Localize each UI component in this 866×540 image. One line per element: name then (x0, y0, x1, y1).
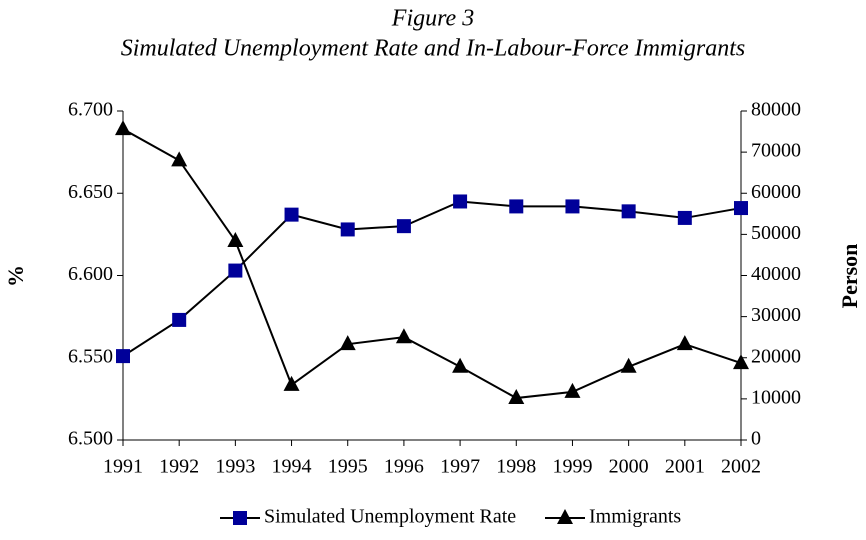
point (228, 263, 243, 278)
y2-axis-label: Person (837, 244, 862, 309)
point (508, 389, 525, 405)
x-tick-label: 1997 (440, 456, 480, 478)
x-tick-label: 2000 (609, 456, 649, 478)
x-tick-label: 1999 (552, 456, 592, 478)
y2-tick-label: 60000 (751, 181, 801, 203)
point (283, 375, 300, 391)
y2-tick-label: 50000 (751, 222, 801, 244)
y-tick-label: 6.550 (68, 345, 113, 367)
legend-marker (557, 509, 573, 524)
y2-tick-label: 20000 (751, 345, 801, 367)
point (116, 349, 130, 364)
point (509, 199, 524, 214)
x-tick-label: 1993 (215, 456, 255, 478)
legend-label: Simulated Unemployment Rate (264, 506, 516, 528)
y-tick-label: 6.500 (68, 428, 113, 450)
x-tick-label: 1996 (384, 456, 424, 478)
x-tick-label: 1994 (272, 456, 312, 478)
point (734, 201, 748, 216)
y-axis-label: % (3, 265, 28, 287)
point (733, 354, 749, 370)
y-tick-label: 6.600 (68, 263, 113, 285)
y2-tick-label: 30000 (751, 304, 801, 326)
legend-label: Immigrants (589, 506, 681, 528)
point (620, 357, 637, 373)
y2-tick-label: 10000 (751, 386, 801, 408)
y2-tick-label: 0 (751, 428, 761, 450)
point (676, 335, 693, 351)
point (396, 219, 411, 234)
y-tick-label: 6.650 (68, 181, 113, 203)
y2-tick-label: 40000 (751, 263, 801, 285)
point (564, 382, 581, 398)
x-tick-label: 2001 (665, 456, 705, 478)
point (171, 151, 188, 167)
legend-marker (233, 511, 247, 525)
point (115, 120, 131, 136)
chart-subtitle: Simulated Unemployment Rate and In-Labou… (121, 36, 746, 62)
x-tick-label: 1995 (328, 456, 368, 478)
point (340, 222, 355, 237)
series-line (122, 128, 742, 400)
point (395, 328, 412, 344)
point (227, 231, 244, 247)
x-tick-label: 1991 (103, 456, 143, 478)
y2-tick-label: 80000 (751, 99, 801, 121)
point (621, 204, 636, 219)
x-tick-label: 1992 (159, 456, 199, 478)
point (453, 194, 468, 209)
y2-tick-label: 70000 (751, 140, 801, 162)
point (565, 199, 580, 214)
point (172, 312, 187, 327)
y-tick-label: 6.700 (68, 99, 113, 121)
x-tick-label: 2002 (721, 456, 761, 478)
point (284, 207, 299, 222)
series-line (122, 200, 742, 357)
x-tick-label: 1998 (496, 456, 536, 478)
point (452, 357, 469, 373)
chart-title: Figure 3 (391, 6, 474, 32)
point (677, 210, 692, 225)
point (339, 335, 356, 351)
